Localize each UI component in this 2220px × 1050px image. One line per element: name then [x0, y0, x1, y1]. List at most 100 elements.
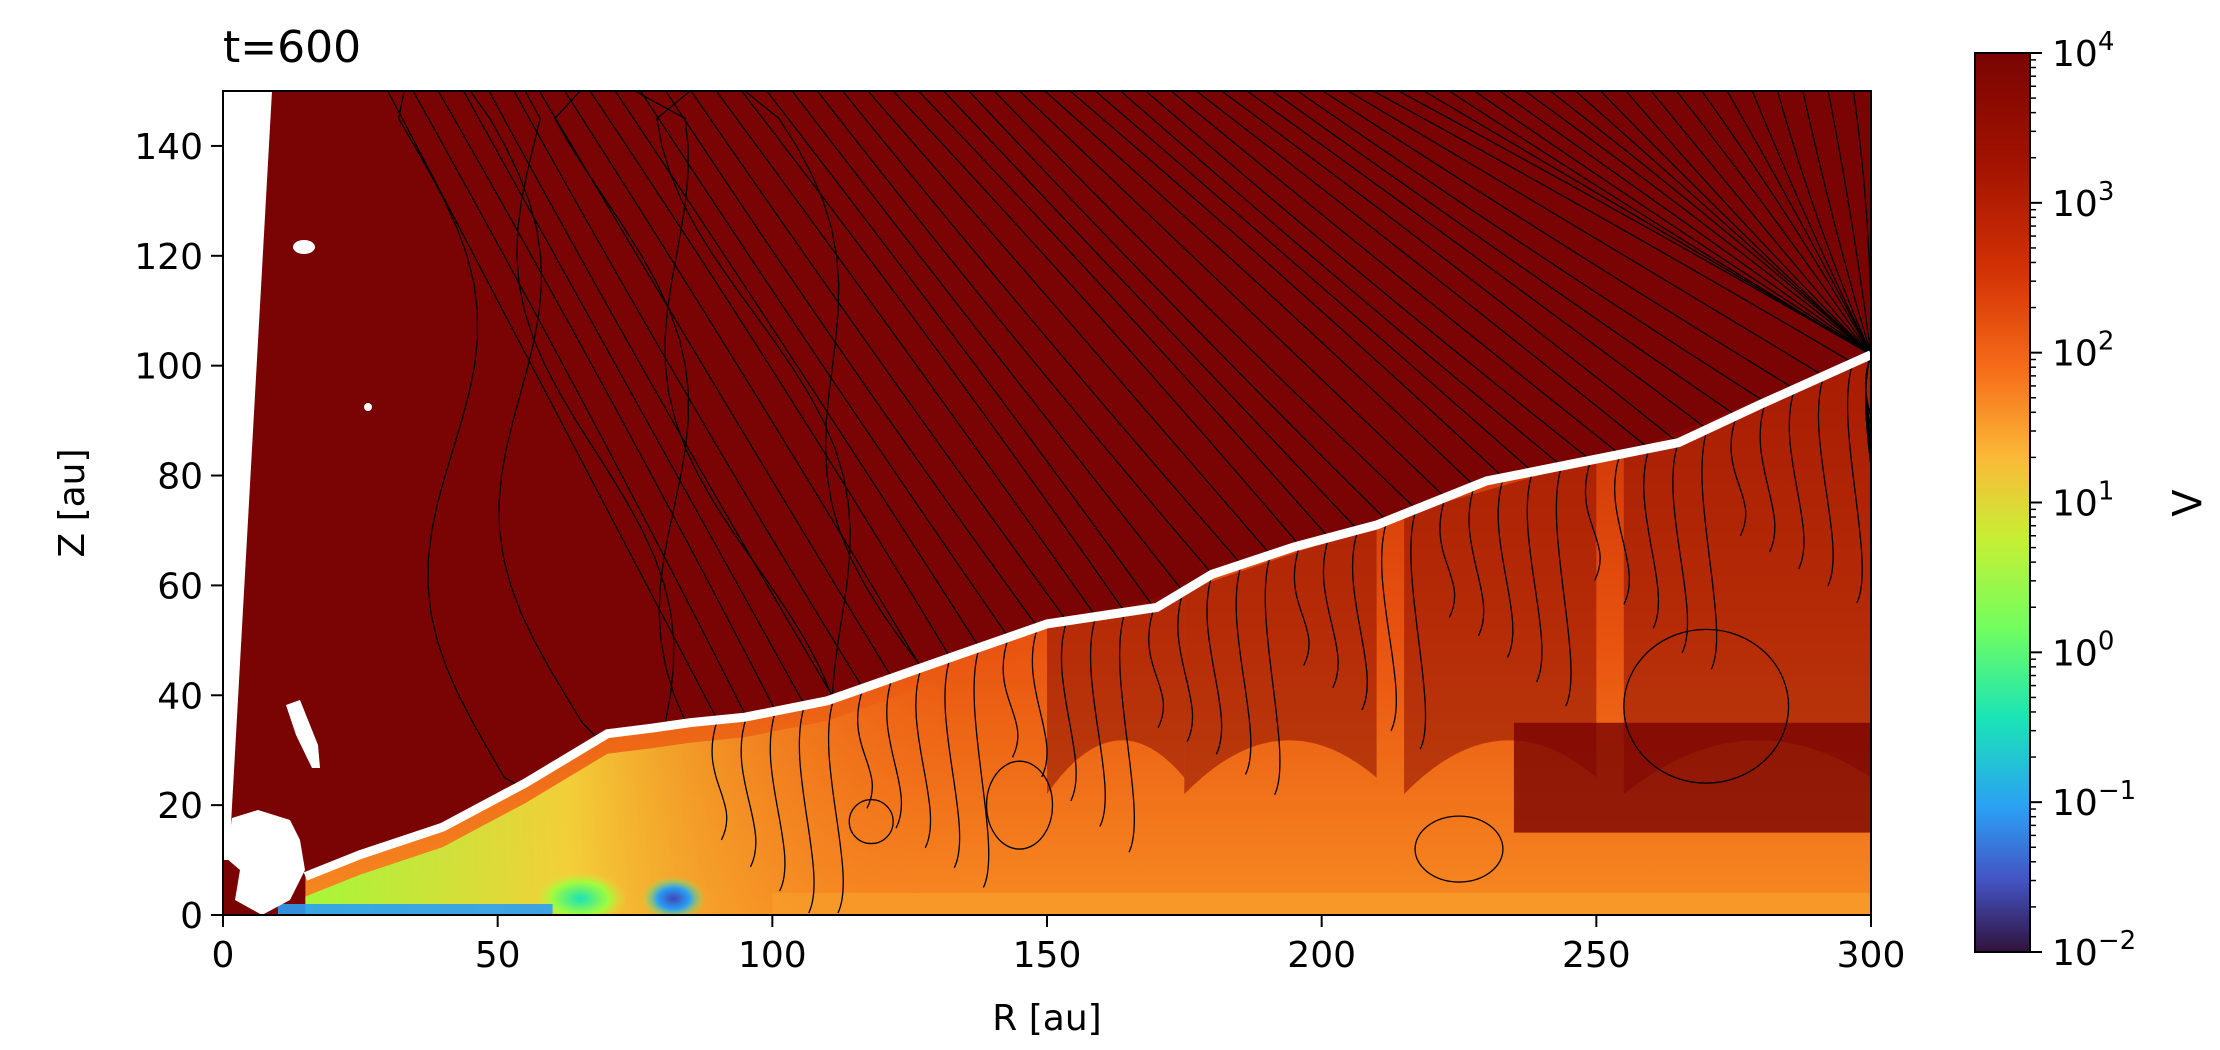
contour-line	[1206, 573, 1223, 755]
inner-blank-wedge	[223, 91, 272, 860]
contour-line	[798, 705, 815, 914]
contour-line	[918, 91, 1330, 539]
x-tick-label: 300	[1837, 935, 1906, 976]
contour-line	[1246, 91, 1708, 430]
contour-line	[740, 716, 757, 868]
contour-line	[1817, 375, 1834, 587]
x-tick-label: 250	[1562, 935, 1631, 976]
contour-line	[690, 91, 1068, 622]
contour-line	[943, 91, 1359, 531]
x-tick-label: 100	[738, 935, 807, 976]
contour-line	[463, 91, 806, 706]
contour-line	[791, 91, 1184, 593]
x-tick-label: 200	[1287, 935, 1356, 976]
contour-line	[816, 91, 1213, 575]
contour-line	[915, 667, 932, 849]
y-tick-label: 100	[134, 347, 203, 388]
dark-column	[1623, 354, 1871, 795]
y-axis: 0 20 40 60 80 100 120 140	[134, 127, 223, 937]
contour-line	[1019, 91, 1446, 498]
contour-line	[993, 91, 1417, 510]
contour-line	[1672, 442, 1689, 653]
contour-line	[1044, 91, 1475, 487]
chart-title: t=600	[223, 22, 361, 73]
contour-line	[1069, 91, 1504, 479]
field-line-contours	[387, 91, 1871, 914]
contour-loop	[985, 760, 1054, 850]
contour-line	[1410, 508, 1427, 750]
contour-line	[564, 91, 922, 669]
low-lambda-spot	[532, 870, 629, 915]
inner-white-artifacts	[226, 240, 372, 915]
colorbar-tick-label: 10−2	[2052, 926, 2136, 974]
contour-line	[1381, 520, 1397, 732]
contour-line	[1625, 91, 1871, 356]
contour-line	[1726, 91, 1871, 355]
low-lambda-spots	[277, 870, 706, 915]
contour-line	[1322, 91, 1795, 390]
contour-line	[892, 91, 1301, 546]
y-tick-label: 140	[134, 127, 203, 168]
y-axis-label: Z [au]	[52, 448, 93, 557]
colorbar-tick-label: 104	[2052, 27, 2114, 75]
contour-line	[1351, 529, 1368, 711]
contour-line	[944, 657, 961, 868]
contour-line	[614, 91, 980, 648]
contour-line	[1870, 350, 1871, 355]
contour-line	[1759, 401, 1776, 553]
y-tick-label: 120	[134, 237, 203, 278]
dark-column	[1513, 722, 1871, 833]
contour-line	[1322, 537, 1339, 688]
contour-line	[1177, 591, 1194, 742]
contour-line	[1802, 91, 1871, 355]
x-tick-label: 0	[212, 935, 235, 976]
contour-line	[1776, 91, 1871, 355]
contour-line	[1089, 616, 1106, 827]
colorbar-tick-label: 103	[2052, 177, 2114, 225]
contour-line	[1701, 428, 1718, 670]
colorbar-tick-label: 102	[2052, 327, 2114, 375]
contour-line	[1643, 448, 1660, 629]
contour-line	[1846, 362, 1863, 604]
contour-line	[488, 91, 835, 699]
low-lambda-spot	[641, 876, 706, 915]
contour-line	[857, 688, 873, 809]
contour-line	[769, 710, 786, 892]
disk-dark-columns	[772, 354, 1871, 915]
contour-line	[867, 91, 1272, 556]
contour-line	[1235, 564, 1252, 775]
colorbar-tick-label: 100	[2052, 626, 2114, 674]
y-tick-label: 0	[180, 896, 203, 937]
contour-line	[1526, 471, 1543, 683]
y-tick-label: 80	[157, 457, 203, 498]
contour-line	[1264, 554, 1281, 796]
contour-line	[1584, 459, 1601, 581]
contour-line	[1347, 91, 1825, 377]
colorbar-tick-label: 101	[2052, 477, 2114, 525]
contour-line	[715, 91, 1097, 617]
contour-line	[1870, 348, 1871, 355]
contour-line	[842, 91, 1242, 565]
contour-line	[1002, 637, 1019, 758]
contour-line	[1468, 485, 1485, 637]
contour-line	[387, 91, 718, 721]
x-axis-label: R [au]	[992, 998, 1101, 1039]
contour-line	[639, 91, 1010, 638]
contour-line	[1170, 91, 1621, 455]
contour-line	[1060, 620, 1077, 802]
contour-line	[1398, 91, 1871, 356]
contour-line	[1751, 91, 1871, 355]
contour-line	[1474, 91, 1871, 356]
contour-line	[1145, 91, 1592, 461]
colorbar: 104 103 102 101 100 10−1 10−2 Λ	[1974, 27, 2208, 974]
x-tick-label: 50	[475, 935, 521, 976]
contour-line	[397, 91, 546, 787]
contour-line	[437, 91, 777, 712]
plot-area	[223, 91, 1871, 915]
contour-line	[1675, 91, 1871, 356]
contour-loop	[1623, 628, 1790, 784]
colorbar-ticks: 104 103 102 101 100 10−1 10−2	[2030, 27, 2136, 974]
contour-line	[827, 698, 844, 914]
contour-line	[1439, 497, 1456, 618]
y-tick-label: 20	[157, 786, 203, 827]
